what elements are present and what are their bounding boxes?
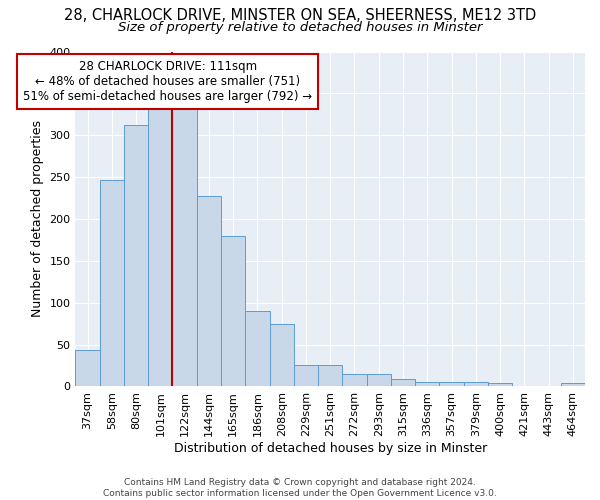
Bar bbox=[269, 324, 294, 386]
Bar bbox=[124, 125, 148, 386]
Bar bbox=[148, 106, 172, 386]
Bar bbox=[294, 364, 318, 386]
Bar bbox=[197, 196, 221, 386]
Bar bbox=[391, 379, 415, 386]
Bar bbox=[245, 311, 269, 386]
Bar bbox=[172, 106, 197, 386]
Bar bbox=[221, 236, 245, 386]
Bar bbox=[561, 383, 585, 386]
Bar bbox=[343, 374, 367, 386]
Y-axis label: Number of detached properties: Number of detached properties bbox=[31, 120, 44, 318]
Bar bbox=[464, 382, 488, 386]
Bar bbox=[318, 364, 343, 386]
Text: Contains HM Land Registry data © Crown copyright and database right 2024.
Contai: Contains HM Land Registry data © Crown c… bbox=[103, 478, 497, 498]
Text: 28 CHARLOCK DRIVE: 111sqm
← 48% of detached houses are smaller (751)
51% of semi: 28 CHARLOCK DRIVE: 111sqm ← 48% of detac… bbox=[23, 60, 312, 103]
Bar bbox=[488, 383, 512, 386]
Bar bbox=[367, 374, 391, 386]
Bar bbox=[100, 180, 124, 386]
Bar bbox=[415, 382, 439, 386]
Text: Size of property relative to detached houses in Minster: Size of property relative to detached ho… bbox=[118, 21, 482, 34]
Text: 28, CHARLOCK DRIVE, MINSTER ON SEA, SHEERNESS, ME12 3TD: 28, CHARLOCK DRIVE, MINSTER ON SEA, SHEE… bbox=[64, 8, 536, 22]
X-axis label: Distribution of detached houses by size in Minster: Distribution of detached houses by size … bbox=[173, 442, 487, 455]
Bar bbox=[76, 350, 100, 387]
Bar bbox=[439, 382, 464, 386]
